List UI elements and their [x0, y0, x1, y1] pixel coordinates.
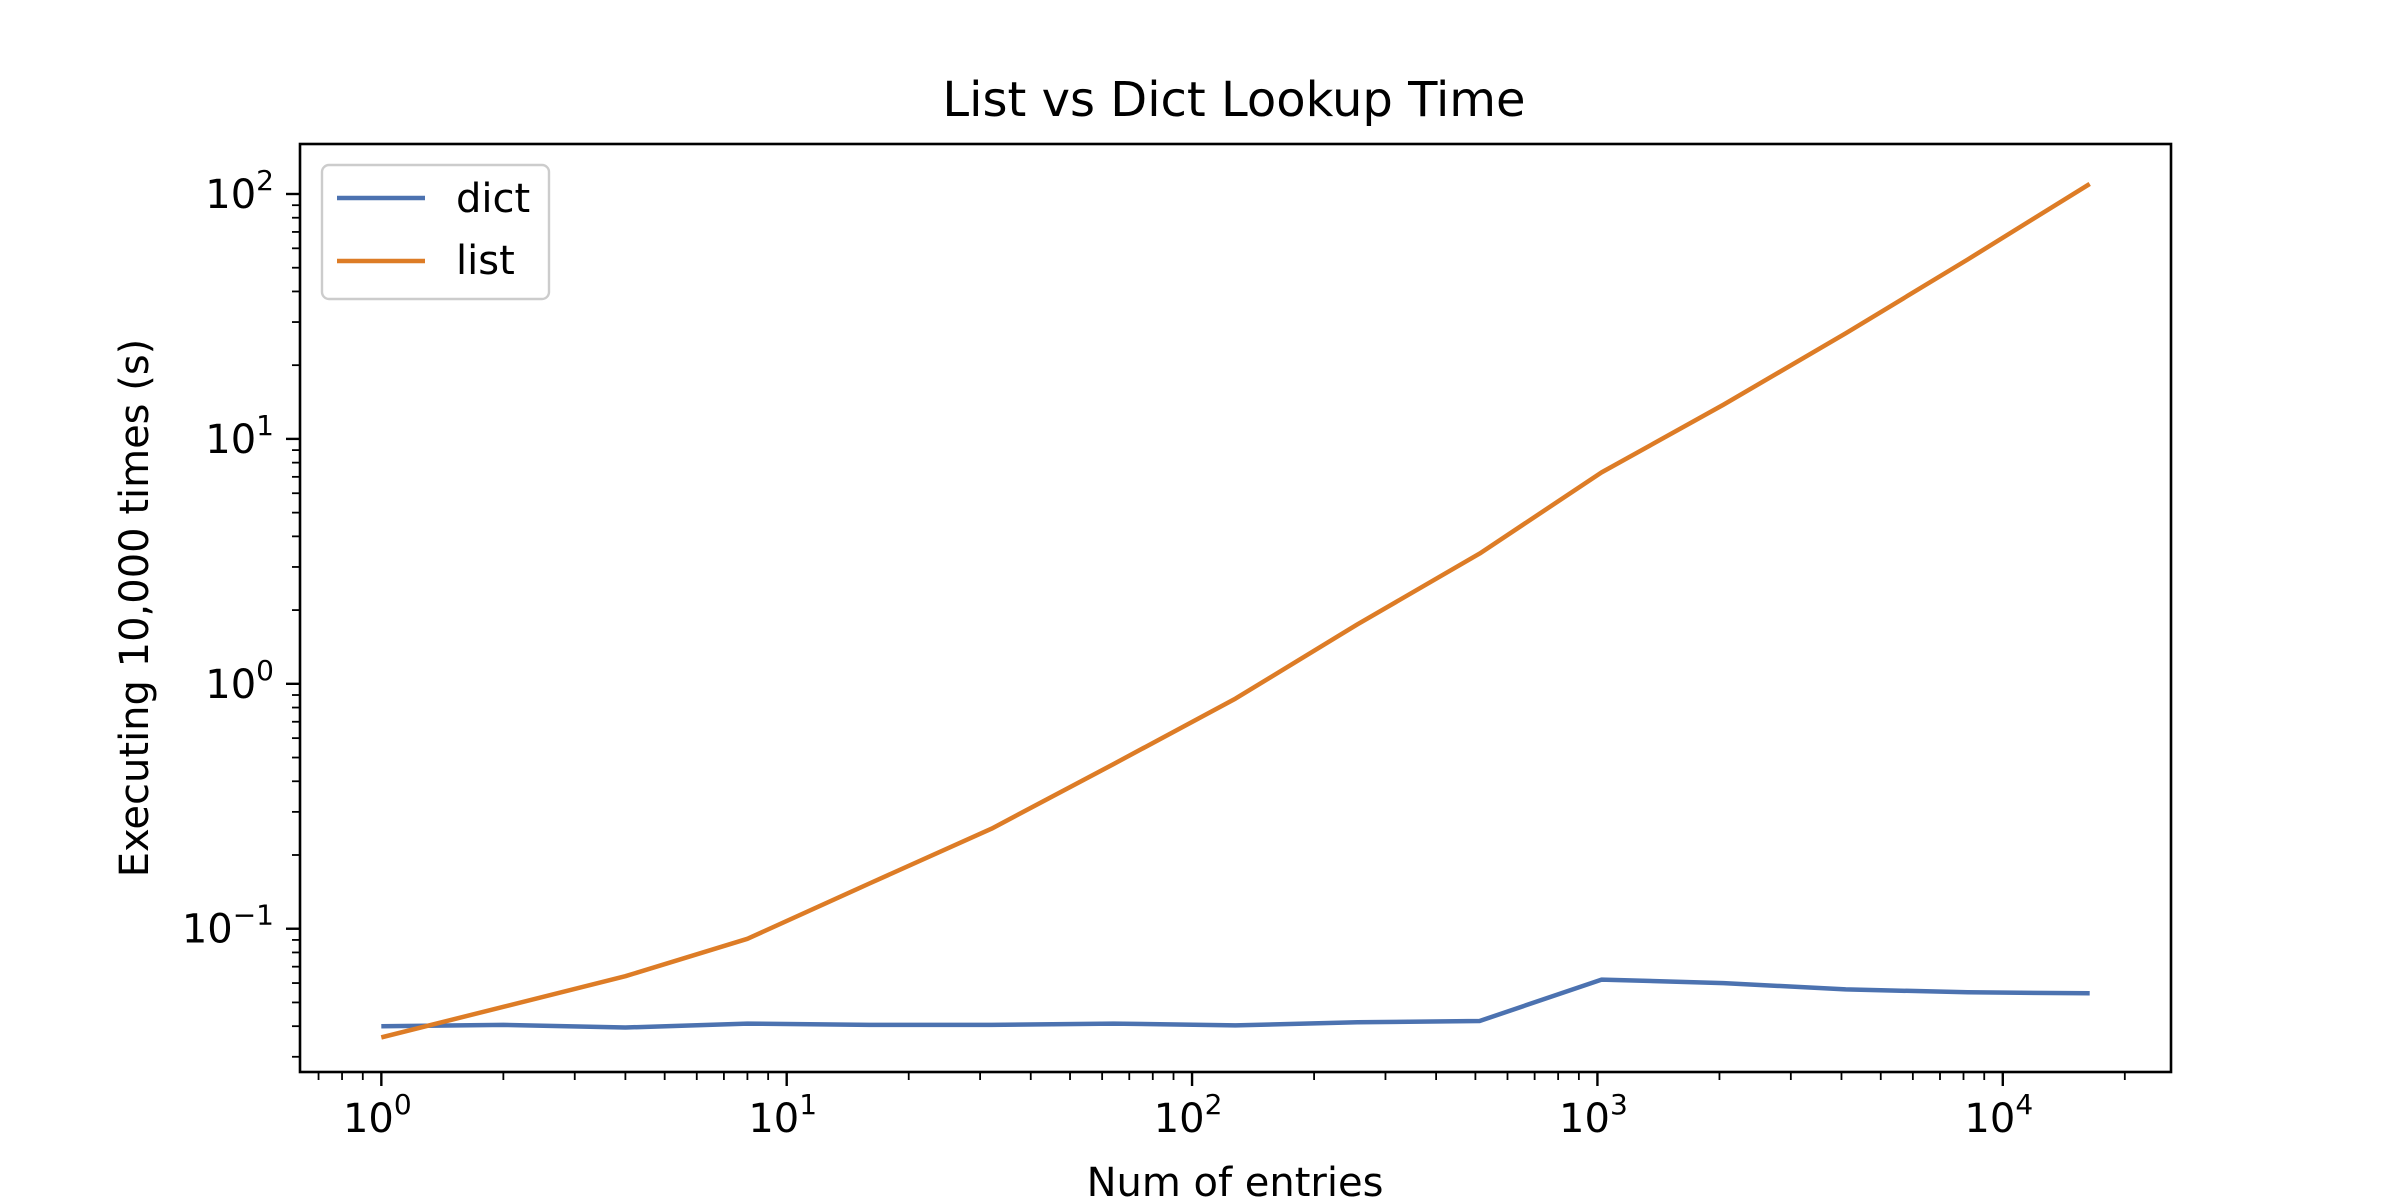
y-tick-label: 102	[205, 164, 274, 218]
series-line-dict	[381, 977, 2090, 1030]
y-tick-label: 10−1	[182, 899, 274, 953]
x-tick-label: 102	[1154, 1088, 1223, 1142]
series-line-list	[380, 181, 2091, 1040]
chart-title: List vs Dict Lookup Time	[942, 72, 1525, 128]
x-tick-label: 103	[1559, 1088, 1628, 1142]
y-tick-label: 101	[205, 409, 274, 463]
x-tick-label: 104	[1964, 1088, 2033, 1142]
x-axis-ticks: 100 101 102 103 104	[343, 1072, 2033, 1142]
legend-label-list: list	[456, 238, 515, 284]
x-tick-label: 101	[748, 1088, 817, 1142]
x-tick-label: 100	[343, 1088, 412, 1142]
series-lines	[380, 181, 2091, 1040]
legend-label-dict: dict	[456, 176, 530, 222]
y-tick-label: 100	[205, 654, 274, 708]
y-axis-label: Executing 10,000 times (s)	[112, 339, 158, 878]
plot-frame	[298, 142, 2173, 1074]
y-minor-ticks	[292, 204, 300, 1058]
legend: dict list	[320, 163, 551, 301]
y-axis-ticks: 10−1 100 101 102	[182, 164, 300, 953]
x-minor-ticks	[317, 1072, 2126, 1080]
x-axis-label: Num of entries	[1087, 1160, 1384, 1200]
